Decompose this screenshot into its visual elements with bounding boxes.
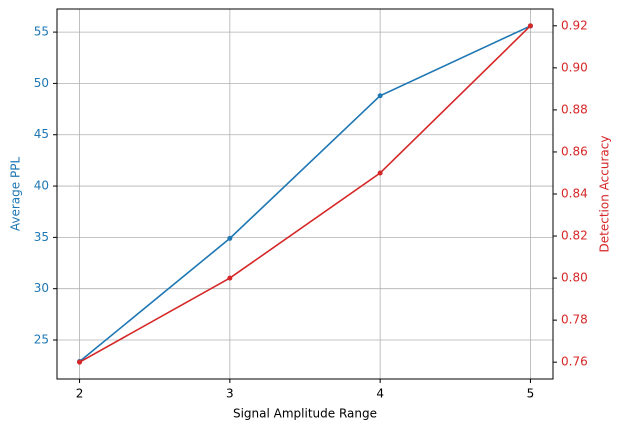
y2-tick-label: 0.88 (561, 102, 588, 116)
plot-frame (56, 8, 554, 380)
x-tick-label: 4 (376, 387, 384, 401)
y2-tick-label: 0.90 (561, 60, 588, 74)
y2-tick-label: 0.78 (561, 313, 588, 327)
point (377, 93, 383, 99)
point (227, 235, 233, 241)
series-line (79, 25, 532, 363)
y-tick-label: 40 (34, 179, 49, 193)
y2-axis-label: Detection Accuracy (598, 136, 612, 253)
y2-tick-label: 0.86 (561, 144, 588, 158)
y-tick-label: 45 (34, 127, 49, 141)
y-tick-label: 50 (34, 76, 49, 90)
y-tick-label: 30 (34, 281, 49, 295)
x-axis-label: Signal Amplitude Range (233, 407, 377, 421)
y2-tick-label: 0.92 (561, 18, 588, 32)
y-tick-label: 55 (34, 25, 49, 39)
y2-tick-label: 0.76 (561, 355, 588, 369)
y-tick-label: 35 (34, 230, 49, 244)
y-tick-label: 25 (34, 332, 49, 346)
y2-tick-label: 0.82 (561, 229, 588, 243)
x-tick-label: 5 (527, 387, 535, 401)
x-tick-label: 3 (226, 387, 234, 401)
y-axis-label: Average PPL (9, 157, 23, 232)
y2-tick-label: 0.84 (561, 187, 588, 201)
x-tick-label: 2 (76, 387, 84, 401)
series-line (79, 25, 531, 363)
y2-tick-label: 0.80 (561, 271, 588, 285)
point (77, 359, 83, 365)
point (377, 170, 383, 176)
point (227, 275, 233, 281)
point (527, 23, 533, 29)
